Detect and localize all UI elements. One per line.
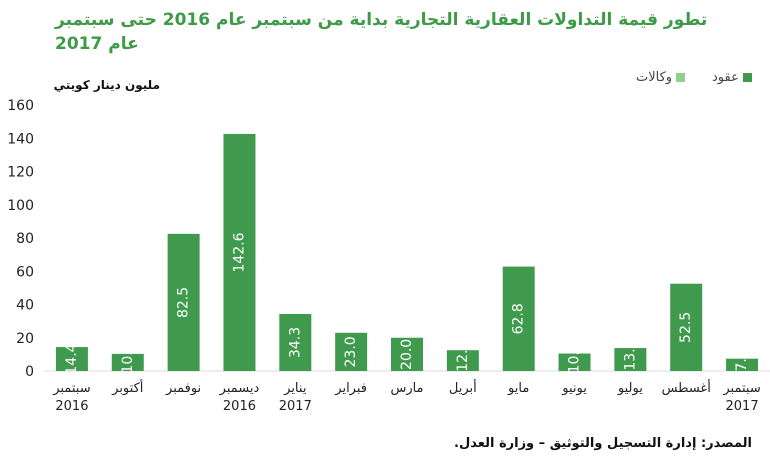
bar: [167, 233, 200, 371]
y-tick-label: 0: [25, 364, 34, 380]
legend-item: وكالات: [636, 70, 686, 85]
x-tick-label: أبريل: [448, 381, 477, 396]
y-tick-label: 20: [16, 331, 34, 347]
y-tick-label: 140: [7, 131, 34, 147]
source-note: المصدر: إدارة التسجيل والتوثيق – وزارة ا…: [454, 436, 752, 451]
x-tick-label: مارس: [390, 381, 424, 396]
x-tick-label: أغسطس: [661, 381, 711, 396]
value-label: 14.4: [64, 343, 80, 374]
bar: [726, 358, 759, 371]
x-tick-label: سبتمبر 2016: [53, 381, 91, 414]
value-label: 13.: [622, 348, 638, 370]
value-label: 7.: [734, 358, 750, 371]
x-tick-label: فبراير: [335, 381, 367, 396]
bar: [558, 353, 591, 371]
value-label: 10.: [567, 351, 583, 373]
bar: [111, 353, 144, 371]
bar: [55, 347, 88, 371]
y-tick-label: 60: [16, 264, 34, 280]
bar: [335, 332, 368, 371]
bar: [279, 313, 312, 371]
y-tick-label: 160: [7, 98, 34, 114]
x-tick-label: مايو: [508, 381, 530, 396]
legend-swatch: [742, 73, 752, 82]
value-label: 12.: [455, 349, 471, 371]
y-axis-label: مليون دينار كويتي: [53, 78, 160, 92]
x-tick-label: أكتوبر: [112, 381, 144, 396]
value-label: 10.: [120, 351, 136, 373]
value-label: 62.8: [511, 303, 527, 334]
value-label: 142.6: [231, 232, 247, 272]
x-tick-label: يونيو: [562, 381, 587, 396]
bar: [670, 283, 703, 371]
y-tick-label: 80: [16, 231, 34, 247]
legend-label: عقود: [712, 70, 739, 85]
y-tick-label: 120: [7, 165, 34, 181]
legend-label: وكالات: [636, 70, 673, 85]
x-tick-label: نوفمبر: [166, 381, 202, 396]
chart-title: تطور قيمة التداولات العقارية التجارية بد…: [55, 10, 708, 54]
value-label: 23.0: [343, 336, 359, 367]
x-tick-label: ديسمبر 2016: [219, 381, 260, 414]
bar: [502, 266, 535, 371]
value-label: 52.5: [678, 312, 694, 343]
y-tick-label: 40: [16, 298, 34, 314]
legend-swatch: [676, 73, 686, 82]
bar: [614, 348, 647, 371]
value-label: 20.0: [399, 339, 415, 370]
x-tick-label: سبتمبر 2017: [723, 381, 761, 414]
x-tick-label: يوليو: [617, 381, 643, 396]
y-tick-label: 100: [7, 198, 34, 214]
value-label: 82.5: [176, 287, 192, 318]
value-label: 34.3: [287, 327, 303, 358]
bar: [446, 350, 479, 371]
x-tick-label: يناير 2017: [278, 381, 312, 414]
legend-item: عقود: [712, 70, 752, 85]
bar: [223, 133, 256, 371]
bar: [391, 337, 423, 371]
